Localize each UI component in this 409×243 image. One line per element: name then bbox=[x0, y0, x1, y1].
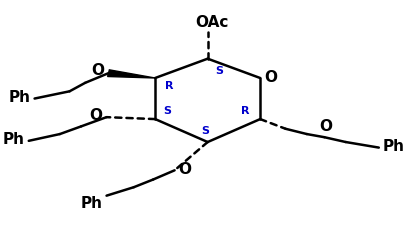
Text: OAc: OAc bbox=[195, 15, 228, 30]
Text: Ph: Ph bbox=[9, 90, 31, 105]
Text: Ph: Ph bbox=[3, 132, 25, 147]
Text: O: O bbox=[90, 108, 103, 123]
Text: S: S bbox=[163, 106, 171, 116]
Text: Ph: Ph bbox=[383, 139, 405, 154]
Text: R: R bbox=[164, 81, 173, 91]
Text: R: R bbox=[241, 106, 249, 116]
Text: S: S bbox=[201, 126, 209, 136]
Text: O: O bbox=[319, 119, 332, 134]
Text: S: S bbox=[216, 66, 223, 76]
Polygon shape bbox=[108, 70, 155, 78]
Text: O: O bbox=[92, 63, 105, 78]
Text: Ph: Ph bbox=[81, 196, 103, 211]
Text: O: O bbox=[265, 70, 278, 85]
Text: O: O bbox=[178, 162, 191, 177]
